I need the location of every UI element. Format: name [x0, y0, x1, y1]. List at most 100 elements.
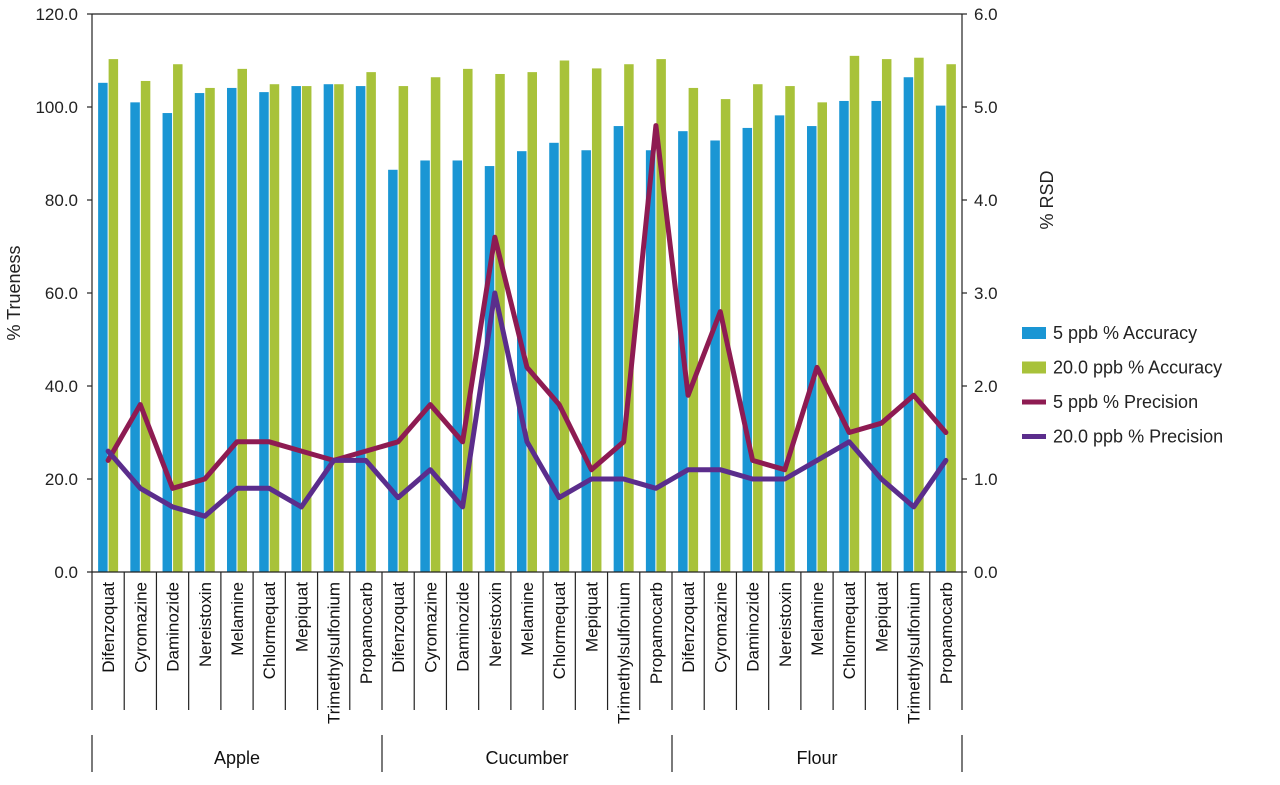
category-label: Nereistoxin	[776, 582, 795, 667]
bar-series-layer	[98, 55, 956, 573]
category-label: Cyromazine	[131, 582, 150, 673]
y-axis-title: % Trueness	[4, 245, 24, 340]
y2-tick-label: 6.0	[974, 5, 998, 24]
group-label-flour: Flour	[796, 748, 837, 768]
category-label: Trimethylsulfonium	[905, 582, 924, 724]
category-label: Melamine	[518, 582, 537, 656]
bar-5-ppb-accuracy-6	[291, 86, 301, 572]
bar-5-ppb-accuracy-20	[742, 127, 753, 573]
y-tick-label: 60.0	[45, 284, 78, 303]
bar-20-0-ppb-accuracy-13	[527, 72, 537, 572]
bar-5-ppb-accuracy-14	[549, 142, 559, 572]
bar-20-0-ppb-accuracy-15	[591, 68, 602, 572]
bar-20-0-ppb-accuracy-3	[205, 87, 215, 572]
bar-20-0-ppb-accuracy-16	[624, 64, 634, 572]
bar-5-ppb-accuracy-22	[807, 126, 817, 572]
y2-tick-label: 2.0	[974, 377, 998, 396]
bar-5-ppb-accuracy-8	[355, 86, 366, 572]
category-label: Difenzoquat	[389, 582, 408, 673]
legend-label-20-0-ppb-precision: 20.0 ppb % Precision	[1053, 427, 1223, 447]
category-label: Mepiquat	[292, 582, 311, 652]
y2-tick-label: 3.0	[974, 284, 998, 303]
bar-5-ppb-accuracy-10	[420, 160, 430, 572]
bar-5-ppb-accuracy-13	[517, 151, 527, 573]
category-label: Nereistoxin	[196, 582, 215, 667]
y-tick-label: 20.0	[45, 470, 78, 489]
line-20-0-ppb-precision	[105, 290, 949, 519]
bar-20-0-ppb-accuracy-0	[108, 59, 119, 573]
bar-20-0-ppb-accuracy-7	[334, 84, 344, 572]
bar-20-0-ppb-accuracy-4	[237, 68, 247, 573]
bar-5-ppb-accuracy-16	[613, 126, 624, 572]
bar-5-ppb-accuracy-15	[581, 150, 591, 572]
category-label: Daminozide	[164, 582, 183, 672]
bar-20-0-ppb-accuracy-21	[785, 86, 795, 572]
category-label: Chlormequat	[260, 582, 279, 680]
bar-5-ppb-accuracy-24	[871, 100, 881, 572]
bar-20-0-ppb-accuracy-5	[269, 84, 280, 572]
line-5-ppb-precision	[105, 123, 949, 491]
bar-20-0-ppb-accuracy-23	[849, 55, 860, 573]
bar-5-ppb-accuracy-25	[903, 77, 914, 573]
y-tick-label: 0.0	[54, 563, 78, 582]
bar-5-ppb-accuracy-23	[839, 100, 849, 572]
legend-label-20-0-ppb-accuracy: 20.0 ppb % Accuracy	[1053, 358, 1222, 378]
bar-5-ppb-accuracy-11	[452, 160, 463, 572]
category-label: Chlormequat	[550, 582, 569, 680]
bar-5-ppb-accuracy-19	[710, 140, 720, 573]
group-label-cucumber: Cucumber	[485, 748, 568, 768]
bar-20-0-ppb-accuracy-17	[656, 59, 666, 573]
bar-20-0-ppb-accuracy-24	[881, 59, 892, 573]
category-label: Daminozide	[454, 582, 473, 672]
category-label: Difenzoquat	[99, 582, 118, 673]
category-label: Cyromazine	[421, 582, 440, 673]
bar-5-ppb-accuracy-9	[388, 169, 398, 572]
bar-20-0-ppb-accuracy-6	[301, 86, 312, 572]
bar-5-ppb-accuracy-17	[645, 150, 656, 572]
bar-5-ppb-accuracy-4	[227, 87, 237, 572]
bar-5-ppb-accuracy-26	[935, 105, 946, 572]
group-label-apple: Apple	[214, 748, 260, 768]
y-tick-label: 80.0	[45, 191, 78, 210]
category-label: Mepiquat	[872, 582, 891, 652]
legend-swatch-5-ppb-accuracy	[1022, 327, 1046, 339]
category-label: Propamocarb	[937, 582, 956, 684]
legend-swatch-20-0-ppb-accuracy	[1022, 361, 1046, 374]
legend: 5 ppb % Accuracy 20.0 ppb % Accuracy 5 ppb…	[1022, 323, 1223, 447]
category-label: Chlormequat	[840, 582, 859, 680]
bar-20-0-ppb-accuracy-22	[817, 102, 827, 572]
category-label: Propamocarb	[357, 582, 376, 684]
bar-20-0-ppb-accuracy-18	[688, 87, 699, 572]
bar-5-ppb-accuracy-7	[323, 84, 334, 572]
category-label: Difenzoquat	[679, 582, 698, 673]
category-label: Trimethylsulfonium	[325, 582, 344, 724]
legend-label-5-ppb-precision: 5 ppb % Precision	[1053, 392, 1198, 412]
legend-label-5-ppb-accuracy: 5 ppb % Accuracy	[1053, 323, 1197, 343]
axes-layer: 0.0 20.0 40.0 60.0 80.0 100.0 120.0 0.0 1.0 2.0 3.…	[4, 5, 1057, 772]
bar-5-ppb-accuracy-0	[98, 82, 108, 572]
bar-20-0-ppb-accuracy-14	[559, 60, 570, 572]
bar-5-ppb-accuracy-21	[774, 115, 785, 573]
category-label: Nereistoxin	[486, 582, 505, 667]
y2-tick-label: 1.0	[974, 470, 998, 489]
bar-5-ppb-accuracy-1	[130, 102, 140, 572]
category-label: Mepiquat	[582, 582, 601, 652]
category-label: Cyromazine	[711, 582, 730, 673]
y2-tick-label: 5.0	[974, 98, 998, 117]
y2-tick-label: 4.0	[974, 191, 998, 210]
bar-20-0-ppb-accuracy-11	[463, 68, 473, 573]
category-label: Melamine	[228, 582, 247, 656]
y2-axis-title: % RSD	[1037, 170, 1057, 229]
bar-20-0-ppb-accuracy-10	[430, 77, 441, 573]
bar-5-ppb-accuracy-3	[194, 93, 205, 573]
category-label: Melamine	[808, 582, 827, 656]
bar-5-ppb-accuracy-12	[484, 166, 495, 572]
bar-20-0-ppb-accuracy-26	[946, 64, 956, 572]
category-label: Daminozide	[744, 582, 763, 672]
line-series-layer	[105, 123, 949, 519]
y2-tick-label: 0.0	[974, 563, 998, 582]
bar-5-ppb-accuracy-2	[162, 113, 173, 573]
y-tick-label: 40.0	[45, 377, 78, 396]
bar-5-ppb-accuracy-5	[259, 92, 269, 573]
